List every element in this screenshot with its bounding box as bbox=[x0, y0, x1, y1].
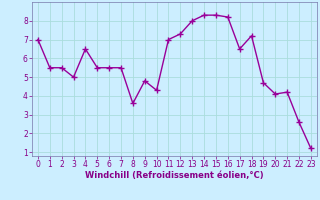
X-axis label: Windchill (Refroidissement éolien,°C): Windchill (Refroidissement éolien,°C) bbox=[85, 171, 264, 180]
